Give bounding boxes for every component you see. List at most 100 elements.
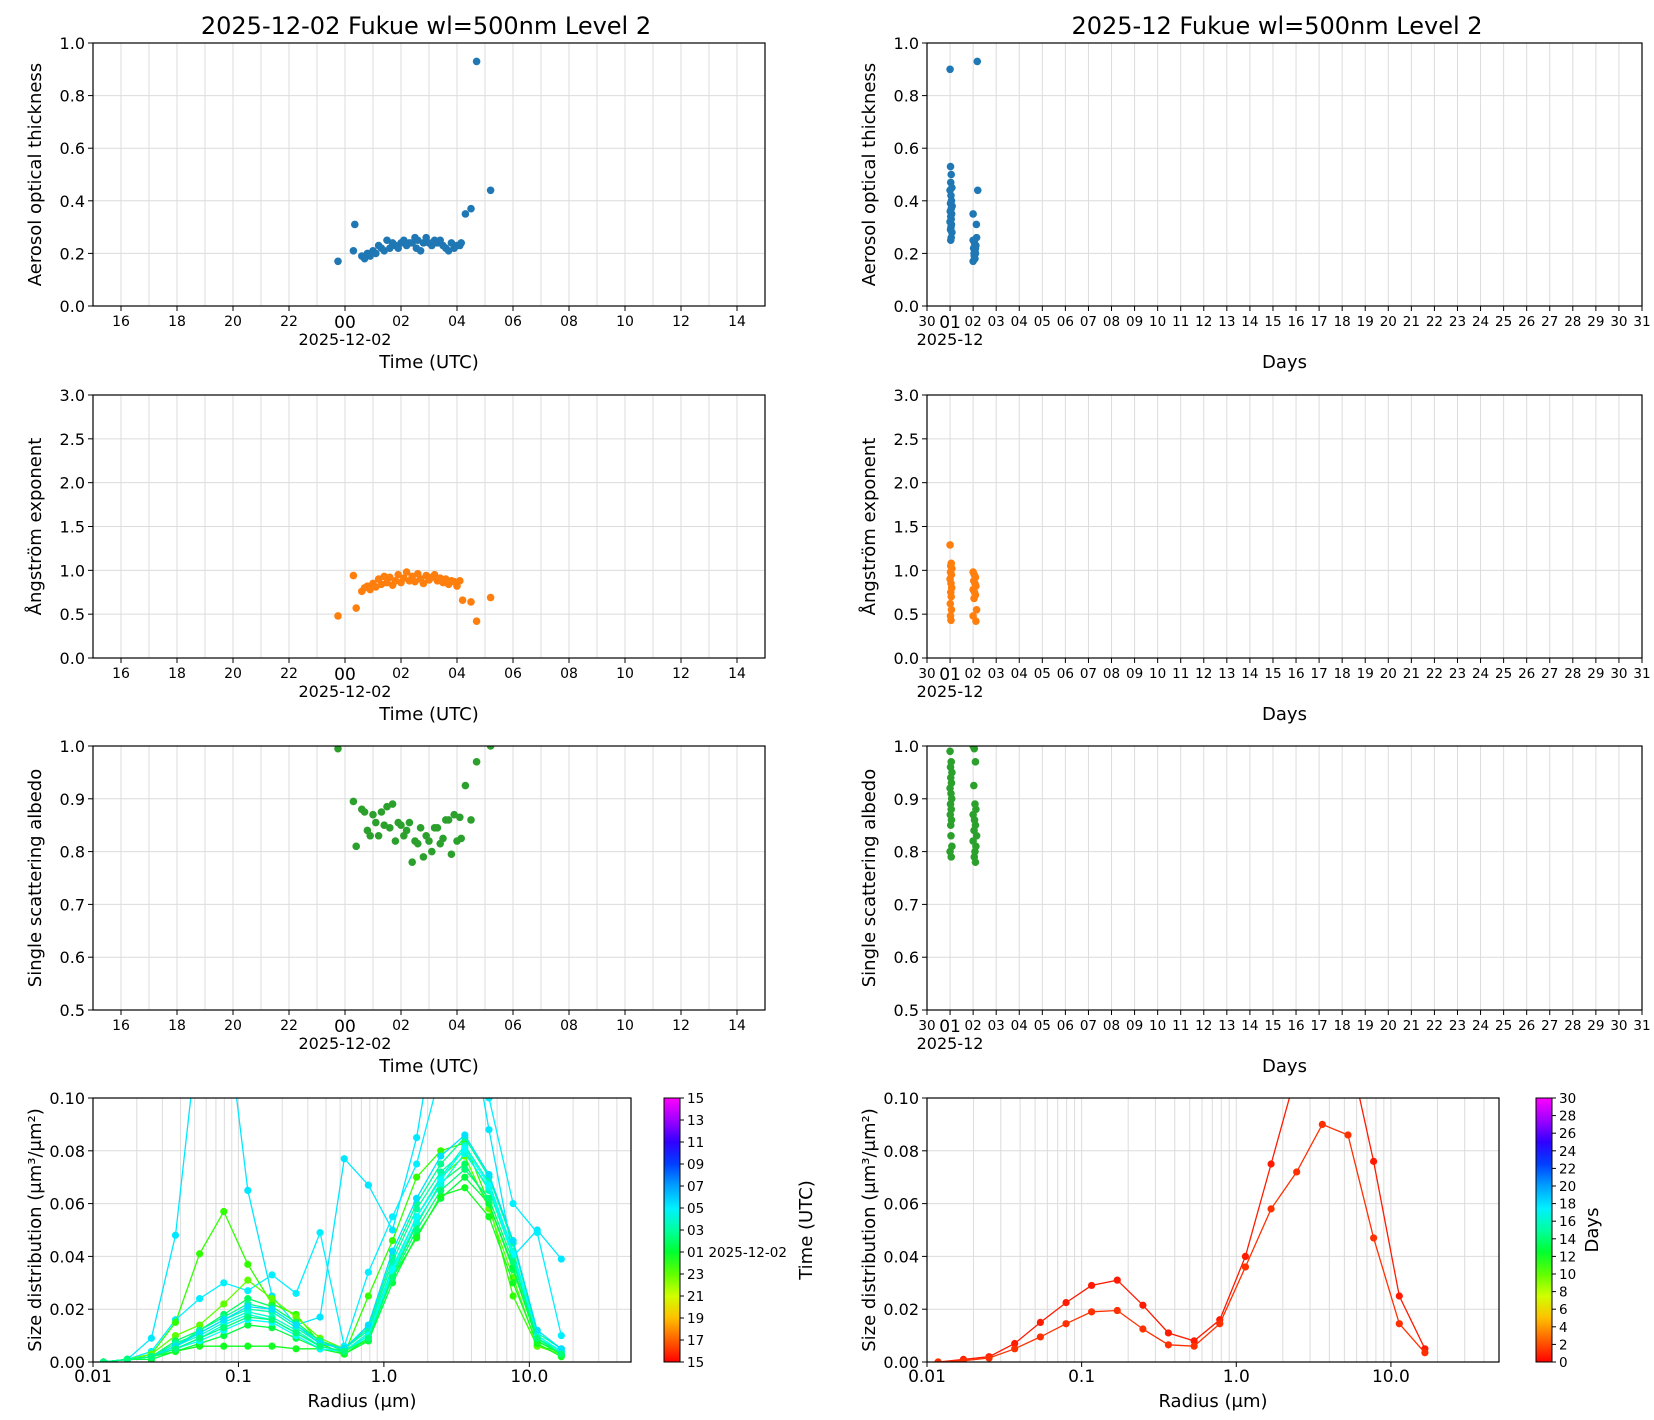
series-point (316, 1313, 324, 1321)
series-point (1139, 1325, 1147, 1333)
data-point (457, 239, 466, 247)
colorbar-tick-label: 30 (1559, 1091, 1576, 1107)
y-tick-label: 0.5 (60, 605, 85, 624)
data-point (970, 746, 979, 753)
y-tick-label: 0.0 (894, 297, 919, 316)
series-point (316, 1229, 324, 1237)
x-tick-label: 23 (1449, 666, 1466, 682)
series-point (413, 1160, 421, 1168)
data-point (447, 850, 456, 859)
x-tick-label: 24 (1472, 1018, 1489, 1034)
x-tick-label: 08 (560, 314, 578, 330)
data-point (946, 599, 955, 608)
x-tick-label: 21 (1403, 1018, 1420, 1034)
x-tick-label: 16 (1287, 314, 1304, 330)
plot-frame (926, 745, 1643, 1011)
x-tick-label: 16 (112, 666, 130, 682)
x-tick-label: 01 (939, 665, 961, 685)
x-tick-label: 11 (1172, 1018, 1189, 1034)
x-tick-label: 04 (448, 666, 466, 682)
x-tick-label: 29 (1587, 666, 1604, 682)
data-point (352, 842, 361, 851)
series-point (292, 1313, 300, 1321)
series-point (364, 1181, 372, 1189)
data-point (366, 831, 375, 840)
series-point (196, 1015, 203, 1022)
x-tick-label: 30 (1610, 666, 1627, 682)
x-tick-label: 06 (1057, 314, 1074, 330)
y-tick-label: 0.08 (49, 1142, 85, 1161)
x-tick-label: 14 (728, 1018, 746, 1034)
series-point (509, 1258, 517, 1266)
y-tick-label: 0.0 (894, 649, 919, 668)
data-point (456, 577, 464, 585)
colorbar-tick-label: 09 (687, 1157, 704, 1173)
x-tick-label: 30 (1610, 1018, 1627, 1034)
series-point (388, 1247, 397, 1255)
series-point (1267, 1205, 1275, 1213)
x-tick-label: 04 (448, 1018, 466, 1034)
x-tick-label: 27 (1541, 314, 1558, 330)
series-line (103, 1098, 562, 1362)
x-tick-label: 0.01 (908, 1367, 946, 1387)
x-tick-label: 11 (1172, 314, 1189, 330)
x-date-label: 2025-12 (917, 1034, 984, 1053)
series-point (147, 1334, 155, 1342)
x-tick-label: 25 (1495, 314, 1512, 330)
series-point (1216, 1320, 1224, 1328)
x-tick-label: 12 (672, 314, 690, 330)
x-tick-label: 16 (112, 1018, 130, 1034)
data-point (461, 210, 470, 218)
series-point (220, 1324, 228, 1332)
y-tick-label: 2.0 (894, 474, 919, 493)
x-tick-label: 04 (1011, 666, 1028, 682)
series-point (461, 1131, 469, 1139)
x-tick-label: 30 (918, 314, 935, 330)
data-point (467, 598, 475, 606)
x-axis-title: Days (1262, 1056, 1307, 1077)
gridlines (92, 42, 766, 307)
series-point (244, 1260, 252, 1268)
x-tick-label: 02 (965, 666, 982, 682)
series-point (1113, 1276, 1121, 1284)
series-point (413, 1226, 421, 1234)
data-point (391, 837, 400, 845)
series-line (938, 1123, 1426, 1362)
data-point (461, 781, 470, 790)
series-point (171, 1332, 180, 1340)
series-point (244, 1302, 252, 1311)
data-point (444, 816, 453, 824)
data-point (486, 186, 495, 195)
y-tick-label: 0.4 (60, 192, 85, 211)
series-point (220, 1207, 228, 1216)
data-point (386, 824, 394, 832)
x-tick-label: 06 (1057, 666, 1074, 682)
x-tick-label: 18 (1334, 1018, 1351, 1034)
gridlines (926, 745, 1643, 1011)
series-point (1318, 1120, 1326, 1128)
data-point (360, 808, 369, 816)
colorbar-tick-label: 22 (1559, 1161, 1576, 1177)
x-tick-label: 17 (1311, 1018, 1328, 1034)
series-point (196, 1329, 204, 1337)
series-point (244, 1342, 252, 1350)
x-tick-label: 09 (1126, 666, 1143, 682)
x-tick-label: 09 (1126, 314, 1143, 330)
series-point (268, 1305, 276, 1313)
series-point (268, 1295, 276, 1303)
data-point (486, 746, 495, 750)
x-tick-label: 29 (1587, 314, 1604, 330)
y-tick-label: 1.0 (894, 561, 919, 580)
x-tick-label: 15 (1264, 314, 1281, 330)
y-tick-label: 0.8 (60, 843, 85, 862)
x-tick-label: 27 (1541, 1018, 1558, 1034)
gridlines (926, 42, 1643, 307)
y-axis-title: Aerosol optical thickness (859, 63, 880, 286)
x-tick-label: 07 (1080, 1018, 1097, 1034)
x-tick-label: 18 (1334, 666, 1351, 682)
y-tick-label: 1.0 (894, 737, 919, 756)
data-point (972, 617, 980, 625)
x-tick-label: 02 (965, 1018, 982, 1034)
y-tick-label: 0.02 (883, 1300, 919, 1319)
series-point (485, 1170, 493, 1179)
